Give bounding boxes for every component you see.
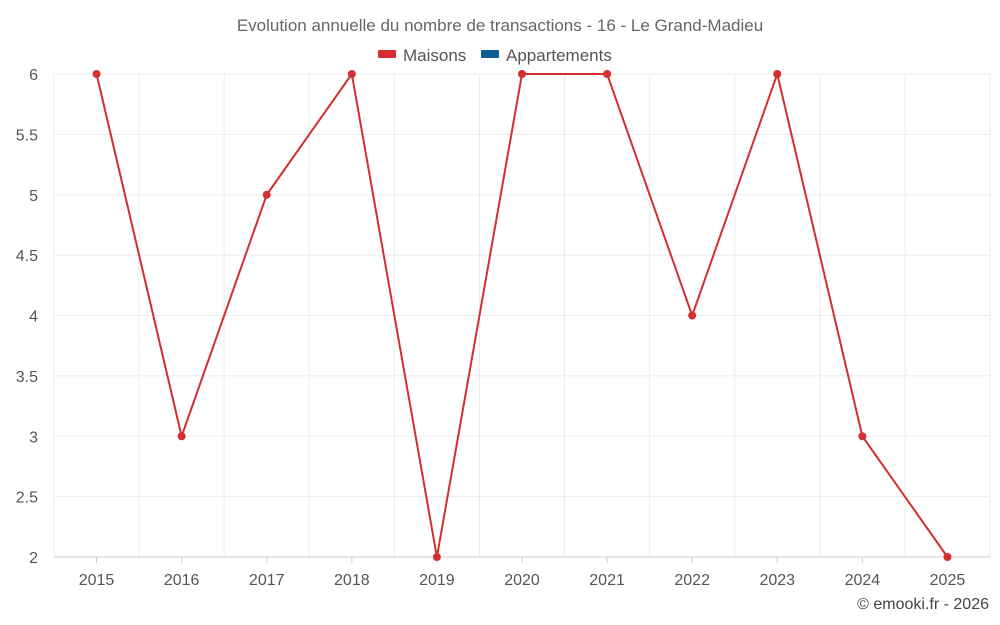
x-tick-label: 2016: [164, 572, 200, 589]
y-tick-label: 5: [29, 188, 38, 205]
legend-item-maisons[interactable]: Maisons: [378, 46, 466, 65]
series-maisons: [92, 70, 952, 561]
legend-swatch-maisons: [378, 50, 396, 58]
x-tick-label: 2017: [249, 572, 285, 589]
y-tick-label: 3.5: [16, 369, 38, 386]
data-point-maisons[interactable]: [943, 553, 952, 561]
x-tick-label: 2025: [930, 572, 966, 589]
gridlines: [53, 73, 991, 557]
data-point-maisons[interactable]: [92, 70, 101, 78]
axes: 2 2.5 3 3.5 4 4.5 5 5.5 6 2015 2016 2017 2018 2019 202…: [16, 67, 990, 589]
legend-label-maisons: Maisons: [403, 46, 466, 65]
data-point-maisons[interactable]: [432, 553, 441, 561]
x-tick-label: 2024: [845, 572, 881, 589]
x-tick-label: 2018: [334, 572, 370, 589]
data-point-maisons[interactable]: [858, 432, 867, 441]
data-point-maisons[interactable]: [347, 70, 356, 78]
data-point-maisons[interactable]: [518, 70, 526, 78]
data-point-maisons[interactable]: [773, 70, 782, 78]
chart-title: Evolution annuelle du nombre de transact…: [237, 16, 763, 35]
credit-text: © emooki.fr - 2026: [857, 596, 989, 613]
x-tick-label: 2022: [674, 572, 710, 589]
x-tick-label: 2023: [759, 572, 795, 589]
y-tick-label: 4: [29, 309, 38, 326]
legend: Maisons Appartements: [378, 46, 612, 65]
data-point-maisons[interactable]: [688, 311, 697, 320]
data-point-maisons[interactable]: [177, 432, 186, 441]
data-point-maisons[interactable]: [262, 190, 271, 199]
legend-label-appartements: Appartements: [506, 46, 612, 65]
x-tick-label: 2019: [419, 572, 455, 589]
legend-item-appartements[interactable]: Appartements: [481, 46, 612, 65]
y-tick-label: 2.5: [16, 490, 38, 507]
x-tick-label: 2020: [504, 572, 540, 589]
data-point-maisons[interactable]: [603, 70, 612, 78]
y-tick-label: 5.5: [16, 127, 38, 144]
legend-swatch-appartements: [481, 50, 499, 58]
x-tick-label: 2021: [589, 572, 625, 589]
y-tick-label: 4.5: [16, 248, 38, 265]
y-tick-label: 2: [29, 550, 38, 567]
y-tick-label: 3: [29, 429, 38, 446]
x-tick-label: 2015: [79, 572, 115, 589]
y-tick-label: 6: [29, 67, 38, 84]
